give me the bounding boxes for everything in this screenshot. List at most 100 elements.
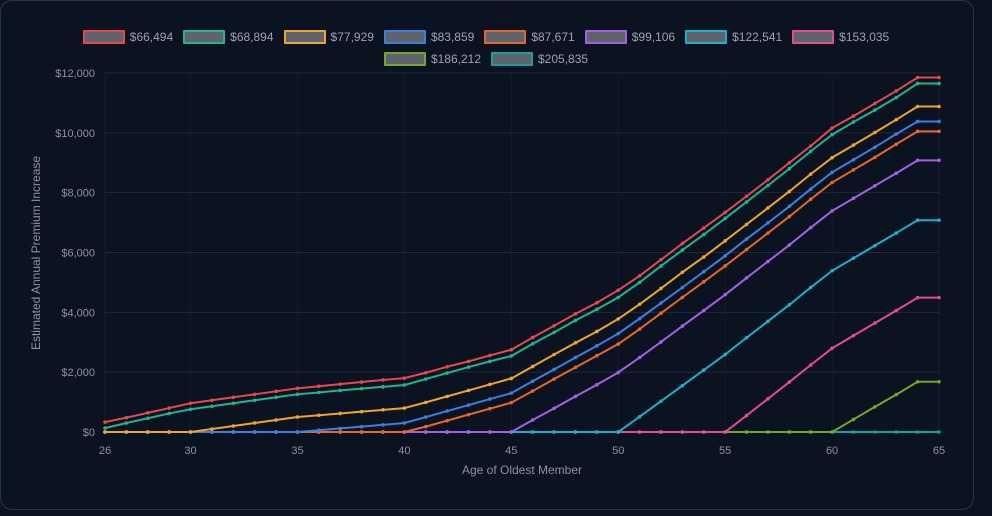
data-point[interactable] [637,274,642,278]
data-point[interactable] [445,409,449,413]
data-point[interactable] [488,430,492,434]
data-point[interactable] [701,226,706,230]
data-point[interactable] [274,395,278,400]
data-point[interactable] [595,307,599,312]
data-point[interactable] [830,430,834,434]
data-point[interactable] [595,430,599,434]
data-point[interactable] [830,126,834,130]
data-point[interactable] [915,430,920,434]
data-point[interactable] [552,406,556,411]
data-point[interactable] [252,398,257,403]
data-point[interactable] [552,352,556,357]
data-point[interactable] [274,430,278,434]
data-point[interactable] [488,406,492,411]
data-point[interactable] [637,316,642,321]
data-point[interactable] [744,222,749,227]
data-point[interactable] [659,301,663,305]
data-point[interactable] [894,308,899,313]
data-point[interactable] [851,143,856,147]
data-point[interactable] [659,257,663,262]
data-point[interactable] [616,295,621,300]
data-point[interactable] [573,430,578,434]
data-point[interactable] [573,355,578,360]
legend-item[interactable]: $68,894 [183,29,274,45]
data-point[interactable] [873,145,877,149]
data-point[interactable] [488,353,492,358]
data-point[interactable] [808,363,813,367]
data-point[interactable] [766,231,770,235]
data-point[interactable] [381,385,385,389]
data-point[interactable] [766,319,770,324]
data-point[interactable] [873,183,877,188]
data-point[interactable] [124,415,129,420]
data-point[interactable] [381,408,385,412]
data-point[interactable] [744,237,749,241]
data-point[interactable] [595,329,599,334]
data-point[interactable] [637,430,642,434]
data-point[interactable] [210,404,214,409]
data-point[interactable] [744,276,749,280]
data-point[interactable] [744,247,749,252]
legend-item[interactable]: $99,106 [584,29,675,45]
data-point[interactable] [637,302,642,307]
data-point[interactable] [359,424,364,429]
legend-item[interactable]: $186,212 [383,51,481,67]
data-point[interactable] [295,386,300,391]
data-point[interactable] [937,104,941,109]
data-point[interactable] [317,428,321,433]
data-point[interactable] [830,155,834,160]
data-point[interactable] [659,399,663,403]
data-point[interactable] [680,248,685,252]
data-point[interactable] [851,256,856,260]
data-point[interactable] [573,312,578,316]
data-point[interactable] [873,321,877,325]
data-point[interactable] [103,420,107,424]
data-point[interactable] [808,149,813,154]
data-point[interactable] [359,409,364,414]
data-point[interactable] [787,243,792,247]
data-point[interactable] [509,400,514,405]
legend-item[interactable]: $87,671 [484,29,575,45]
data-point[interactable] [381,430,385,434]
data-point[interactable] [787,204,792,209]
data-point[interactable] [381,423,385,427]
data-point[interactable] [552,367,556,372]
data-point[interactable] [851,196,856,201]
data-point[interactable] [680,241,685,246]
data-point[interactable] [787,380,792,384]
data-point[interactable] [423,415,428,419]
data-point[interactable] [915,218,920,222]
data-point[interactable] [402,430,407,434]
data-point[interactable] [338,426,343,431]
data-point[interactable] [573,341,578,345]
data-point[interactable] [830,132,834,137]
data-point[interactable] [723,253,727,258]
legend-item[interactable]: $66,494 [82,29,173,45]
data-point[interactable] [808,187,813,191]
data-point[interactable] [701,308,706,313]
data-point[interactable] [744,413,749,418]
data-point[interactable] [723,210,727,215]
data-point[interactable] [573,318,578,323]
data-point[interactable] [231,430,236,434]
data-point[interactable] [659,340,663,344]
data-point[interactable] [915,75,920,80]
data-point[interactable] [680,324,685,328]
data-point[interactable] [317,384,321,389]
data-point[interactable] [937,129,941,134]
data-point[interactable] [723,292,727,297]
data-point[interactable] [381,378,385,382]
data-point[interactable] [188,401,193,406]
data-point[interactable] [680,270,685,275]
data-point[interactable] [210,398,214,403]
data-point[interactable] [680,295,685,300]
data-point[interactable] [830,209,834,213]
data-point[interactable] [894,392,899,397]
data-point[interactable] [509,354,514,358]
data-point[interactable] [338,411,343,416]
data-point[interactable] [873,155,877,160]
data-point[interactable] [402,383,407,387]
data-point[interactable] [530,430,535,434]
data-point[interactable] [937,75,941,80]
data-point[interactable] [295,430,300,434]
